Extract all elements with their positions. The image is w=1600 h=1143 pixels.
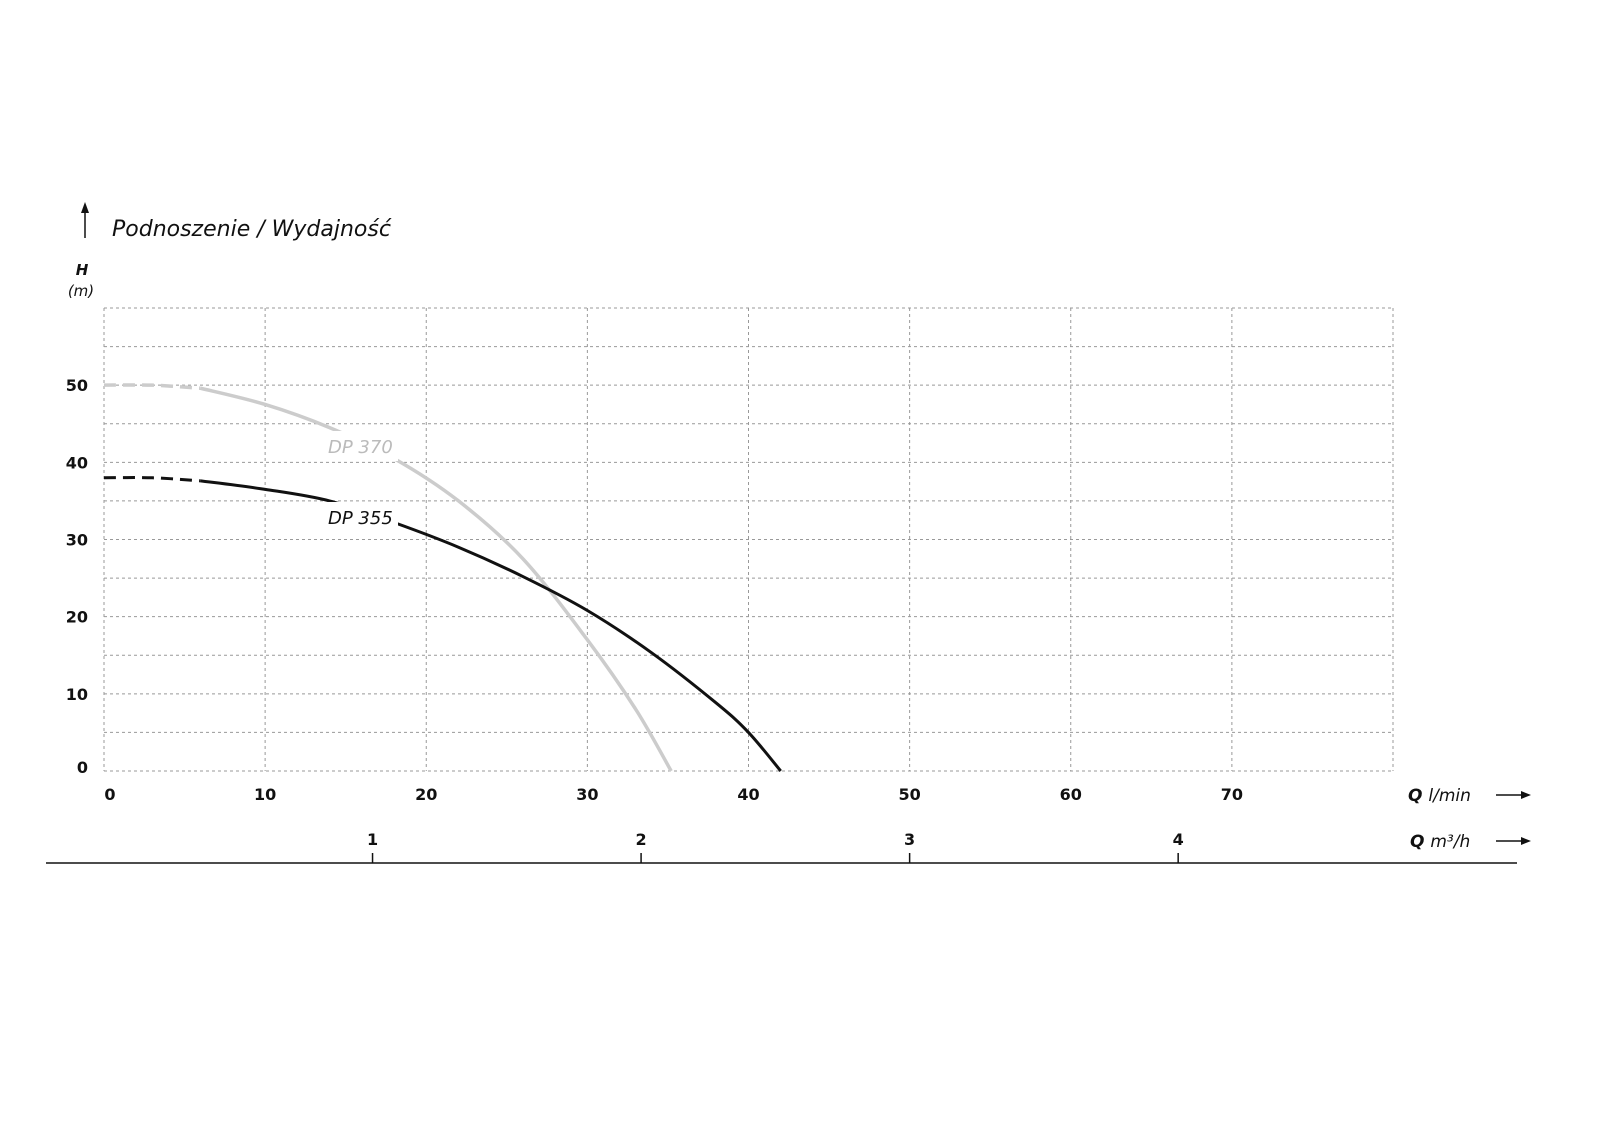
- label-knockout: [322, 431, 398, 461]
- x-tick-label: 30: [576, 785, 598, 804]
- x-tick-label: 50: [898, 785, 920, 804]
- y-tick-label: 40: [66, 453, 88, 472]
- x-tick-label: 70: [1221, 785, 1243, 804]
- y-tick-label: 50: [66, 376, 88, 395]
- x-axis-label: Q l/min: [1408, 786, 1471, 806]
- series-line-dashed: [103, 383, 201, 390]
- x2-axis-label: Q m³/h: [1410, 832, 1470, 852]
- x-tick-label: 60: [1060, 785, 1082, 804]
- y-tick-label: 0: [77, 758, 88, 777]
- series-line: [200, 386, 673, 772]
- x2-tick-label: 2: [636, 830, 647, 849]
- x2-tick-label: 1: [367, 830, 378, 849]
- series-line: [200, 479, 782, 772]
- arrow-right-icon: [1521, 791, 1531, 799]
- x-tick-label: 20: [415, 785, 437, 804]
- y-axis-label: H: [76, 261, 89, 279]
- series-label: DP 370: [328, 437, 393, 458]
- series-line-dashed: [103, 476, 201, 483]
- arrow-right-icon: [1521, 837, 1531, 845]
- label-knockout: [322, 502, 398, 532]
- y-tick-label: 20: [66, 608, 88, 627]
- x2-tick-label: 4: [1173, 830, 1184, 849]
- y-tick-label: 10: [66, 685, 88, 704]
- series-label: DP 355: [328, 508, 393, 529]
- y-axis-unit: (m): [68, 282, 94, 300]
- x2-tick-label: 3: [904, 830, 915, 849]
- arrow-up-icon: [81, 202, 89, 213]
- x-tick-label: 10: [254, 785, 276, 804]
- x-tick-label: 40: [737, 785, 759, 804]
- chart-title: Podnoszenie / Wydajność: [112, 217, 392, 242]
- y-tick-label: 30: [66, 531, 88, 550]
- x-tick-label: 0: [104, 785, 115, 804]
